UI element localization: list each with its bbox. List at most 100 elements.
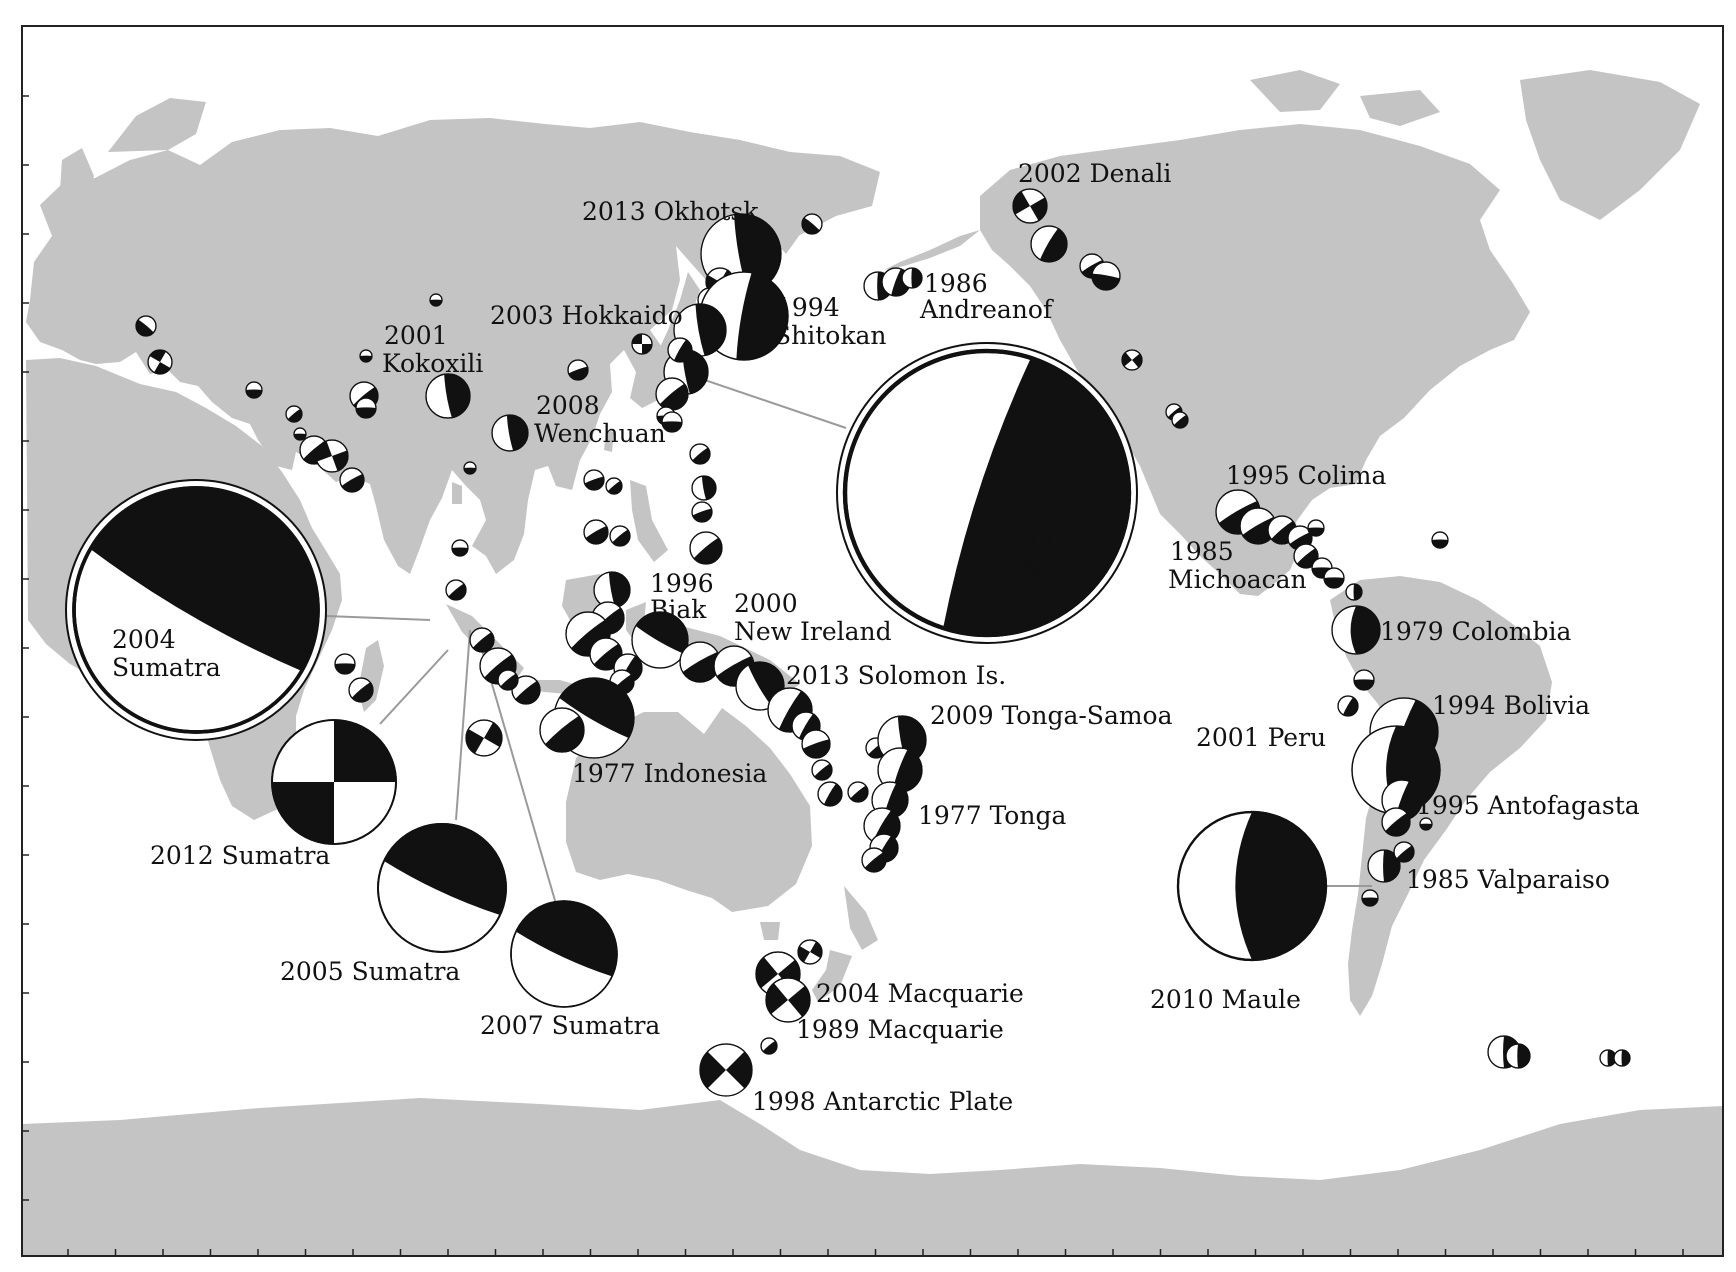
label-colombia-1979: 1979 Colombia bbox=[1380, 617, 1572, 646]
beachball-sumatra-2007 bbox=[510, 900, 618, 1008]
label-tohoku-year: 2011 bbox=[994, 525, 1058, 554]
label-new-ireland-year: 2000 bbox=[734, 589, 798, 618]
beachball-small-93 bbox=[1431, 531, 1449, 549]
beachball-small-96 bbox=[1353, 669, 1375, 691]
label-kokoxili-name: Kokoxili bbox=[382, 349, 483, 378]
landmass-north-america bbox=[980, 124, 1530, 596]
beachball-small-36 bbox=[661, 411, 683, 433]
beachball-small-19 bbox=[655, 377, 689, 411]
large-focal-mechanisms bbox=[65, 342, 1328, 1008]
beachball-small-92 bbox=[1323, 567, 1345, 589]
beachball-small-34 bbox=[567, 359, 589, 381]
beachball-small-75 bbox=[511, 675, 541, 705]
beachball-small-7 bbox=[901, 267, 923, 289]
landmass-antarctica bbox=[22, 1098, 1723, 1256]
beachball-small-60 bbox=[817, 781, 843, 807]
beachball-small-8 bbox=[1121, 349, 1143, 371]
beachball-small-102 bbox=[1419, 817, 1433, 831]
leader-sumatra-2005 bbox=[455, 629, 471, 821]
beachball-small-45 bbox=[609, 525, 631, 547]
beachball-small-32 bbox=[425, 373, 471, 419]
landmass-sri-lanka bbox=[452, 482, 462, 504]
beachball-small-95 bbox=[1331, 605, 1381, 655]
label-peru-2001: 2001 Peru bbox=[1196, 723, 1326, 752]
label-indonesia-1977: 1977 Indonesia bbox=[572, 759, 767, 788]
landmass-kamchatka bbox=[770, 170, 818, 254]
beachball-small-83 bbox=[760, 1037, 778, 1055]
beachball-small-17 bbox=[667, 337, 693, 363]
beachball-small-35 bbox=[491, 414, 529, 452]
label-solomon-2013: 2013 Solomon Is. bbox=[786, 661, 1006, 690]
label-tonga-samoa-2009: 2009 Tonga-Samoa bbox=[930, 701, 1173, 730]
label-denali-2002: 2002 Denali bbox=[1018, 159, 1171, 188]
beachball-small-86 bbox=[1239, 507, 1277, 545]
label-tohoku-name: Tohoku bbox=[992, 553, 1084, 582]
beachball-small-58 bbox=[801, 729, 831, 759]
landmass-alaska-peninsula bbox=[884, 230, 980, 270]
landmass-scandinavia bbox=[108, 98, 206, 152]
label-michoacan-year: 1985 bbox=[1170, 537, 1234, 566]
beachball-small-38 bbox=[689, 443, 711, 465]
label-okhotsk-2013: 2013 Okhotsk bbox=[582, 197, 759, 226]
beachball-small-72 bbox=[445, 579, 467, 601]
beachball-small-42 bbox=[691, 501, 713, 523]
leader-sumatra-2004 bbox=[325, 615, 431, 621]
beachball-tohoku-2011 bbox=[836, 342, 1138, 644]
beachball-maule-2010 bbox=[1176, 810, 1328, 962]
label-michoacan-name: Michoacan bbox=[1168, 565, 1307, 594]
beachball-small-68 bbox=[861, 847, 887, 873]
beachball-small-4 bbox=[1091, 261, 1121, 291]
beachball-small-107 bbox=[1505, 1043, 1531, 1069]
beachball-small-73 bbox=[469, 627, 495, 653]
label-valparaiso-1985: 1985 Valparaiso bbox=[1406, 865, 1610, 894]
beachball-small-21 bbox=[429, 293, 443, 307]
beachball-small-59 bbox=[811, 759, 833, 781]
event-labels: 2013 Okhotsk 2002 Denali 1986 Andreanof … bbox=[112, 159, 1640, 1116]
beachball-small-103 bbox=[1367, 849, 1401, 883]
label-bolivia-1994: 1994 Bolivia bbox=[1432, 691, 1590, 720]
landmass-britain bbox=[60, 148, 94, 214]
label-kokoxili-year: 2001 bbox=[384, 321, 448, 350]
landmass-arctic-islands bbox=[1250, 70, 1440, 126]
label-tonga-1977: 1977 Tonga bbox=[918, 801, 1066, 830]
label-hokkaido-2003: 2003 Hokkaido bbox=[490, 301, 683, 330]
leader-sumatra-2012 bbox=[379, 649, 449, 725]
label-shitokan-year: 1994 bbox=[776, 293, 840, 322]
beachball-small-44 bbox=[583, 519, 609, 545]
landmass-new-zealand bbox=[812, 886, 878, 1002]
label-antarctic-1998: 1998 Antarctic Plate bbox=[752, 1087, 1013, 1116]
landmass-australia bbox=[566, 708, 812, 912]
label-sumatra-2005: 2005 Sumatra bbox=[280, 957, 460, 986]
label-new-ireland-name: New Ireland bbox=[734, 617, 892, 646]
beachball-small-78 bbox=[348, 677, 374, 703]
label-sumatra-2007: 2007 Sumatra bbox=[480, 1011, 660, 1040]
beachball-small-90 bbox=[1307, 519, 1325, 537]
label-colima-1995: 1995 Colima bbox=[1226, 461, 1386, 490]
beachball-small-64 bbox=[877, 747, 923, 793]
landmass-taiwan bbox=[604, 430, 614, 452]
beachball-small-37 bbox=[463, 461, 477, 475]
beachball-sumatra-2004 bbox=[65, 479, 327, 741]
label-biak-name: Biak bbox=[650, 595, 707, 624]
small-focal-mechanisms bbox=[135, 188, 1631, 1097]
beachball-small-39 bbox=[583, 469, 605, 491]
beachball-small-43 bbox=[689, 531, 723, 565]
beachball-small-24 bbox=[245, 381, 263, 399]
beachball-small-76 bbox=[497, 669, 519, 691]
beachball-small-52 bbox=[631, 611, 689, 669]
beachball-small-84 bbox=[699, 1043, 753, 1097]
beachball-small-79 bbox=[465, 719, 503, 757]
beachball-small-31 bbox=[355, 397, 377, 419]
label-andreanof-name: Andreanof bbox=[919, 295, 1054, 324]
label-macquarie-1989: 1989 Macquarie bbox=[796, 1015, 1004, 1044]
beachball-small-29 bbox=[339, 467, 365, 493]
beachball-small-61 bbox=[847, 781, 869, 803]
label-wenchuan-year: 2008 bbox=[536, 391, 600, 420]
label-biak-year: 1996 bbox=[650, 569, 714, 598]
label-shitokan-name: Shitokan bbox=[774, 321, 886, 350]
label-andreanof-year: 1986 bbox=[924, 269, 988, 298]
beachball-sumatra-2012 bbox=[271, 719, 397, 845]
landmass-philippines bbox=[630, 480, 668, 562]
landmass-tasmania bbox=[760, 922, 780, 940]
